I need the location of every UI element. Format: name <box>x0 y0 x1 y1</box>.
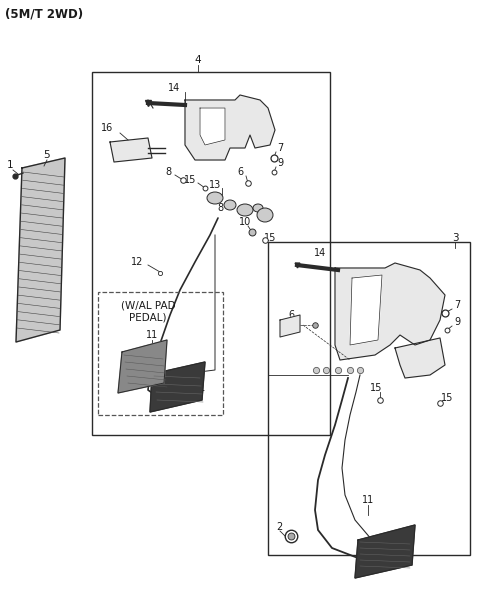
Text: 15: 15 <box>184 175 196 185</box>
Text: 8: 8 <box>165 167 171 177</box>
Polygon shape <box>355 525 415 578</box>
Text: 5: 5 <box>44 150 50 160</box>
Text: 9: 9 <box>277 158 283 168</box>
Polygon shape <box>200 108 225 145</box>
Polygon shape <box>350 275 382 345</box>
Text: 4: 4 <box>195 55 201 65</box>
Bar <box>98 292 223 415</box>
Polygon shape <box>110 138 152 162</box>
Text: 7: 7 <box>454 300 460 310</box>
Text: 7: 7 <box>277 143 283 153</box>
Polygon shape <box>395 338 445 378</box>
Text: 11: 11 <box>362 495 374 505</box>
Polygon shape <box>150 362 205 412</box>
Text: 11: 11 <box>146 330 158 340</box>
Text: 11: 11 <box>194 383 206 393</box>
Polygon shape <box>118 340 167 393</box>
Bar <box>268 242 470 555</box>
Text: 13: 13 <box>209 180 221 190</box>
Text: 2: 2 <box>276 522 282 532</box>
Polygon shape <box>185 95 275 160</box>
Ellipse shape <box>237 204 253 216</box>
Text: 12: 12 <box>131 257 143 267</box>
Text: 15: 15 <box>370 383 382 393</box>
Text: 9: 9 <box>454 317 460 327</box>
Text: 6: 6 <box>237 167 243 177</box>
Text: 10: 10 <box>239 217 251 227</box>
Text: (W/AL PAD: (W/AL PAD <box>120 300 175 310</box>
Text: 16: 16 <box>101 123 113 133</box>
Ellipse shape <box>253 204 263 212</box>
Ellipse shape <box>257 208 273 222</box>
Text: 15: 15 <box>441 393 453 403</box>
Text: PEDAL): PEDAL) <box>129 313 167 323</box>
Polygon shape <box>16 158 65 342</box>
Text: 1: 1 <box>7 160 13 170</box>
Text: 3: 3 <box>452 233 458 243</box>
Polygon shape <box>335 263 445 360</box>
Text: 14: 14 <box>314 248 326 258</box>
Ellipse shape <box>207 192 223 204</box>
Text: 15: 15 <box>264 233 276 243</box>
Ellipse shape <box>224 200 236 210</box>
Text: 6: 6 <box>288 310 294 320</box>
Text: 14: 14 <box>168 83 180 93</box>
Text: 8: 8 <box>217 203 223 213</box>
Bar <box>92 72 330 435</box>
Text: (5M/T 2WD): (5M/T 2WD) <box>5 7 83 21</box>
Polygon shape <box>280 315 300 337</box>
